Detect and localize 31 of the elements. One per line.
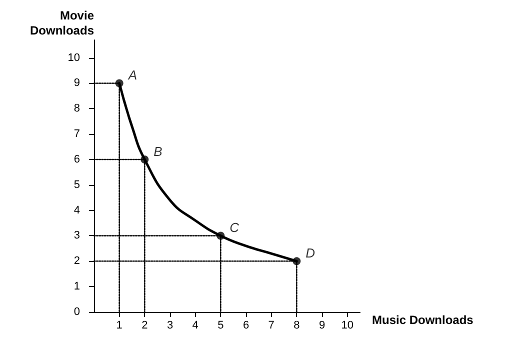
x-axis-title: Music Downloads xyxy=(372,313,474,327)
point xyxy=(292,257,301,266)
y-tick-label: 1 xyxy=(74,280,80,293)
x-tick-label: 2 xyxy=(142,320,148,332)
point xyxy=(140,155,149,164)
y-tick-label: 6 xyxy=(74,153,80,166)
y-tick-label: 4 xyxy=(74,204,80,216)
y-tick-label: 5 xyxy=(74,178,80,191)
y-tick-label: 10 xyxy=(68,52,80,64)
y-tick-label: 3 xyxy=(74,230,80,242)
x-tick-label: 1 xyxy=(116,320,122,332)
x-tick-label: 3 xyxy=(166,320,174,332)
y-axis-title: Movie Downloads xyxy=(30,8,94,38)
annotation: A xyxy=(127,68,138,83)
y-tick-label: 7 xyxy=(74,128,80,140)
y-tick-label: 8 xyxy=(74,102,80,115)
x-tick-label: 9 xyxy=(318,320,326,332)
point xyxy=(115,79,124,88)
x-tick-label: 8 xyxy=(294,320,300,332)
y-tick-label: 0 xyxy=(74,306,80,318)
x-tick-label: 5 xyxy=(218,320,224,332)
x-tick-label: 4 xyxy=(192,320,198,332)
x-tick-label: 6 xyxy=(242,320,250,332)
y-tick-label: 9 xyxy=(74,77,80,90)
x-tick-label: 7 xyxy=(268,320,274,332)
point xyxy=(216,232,225,240)
annotation: C xyxy=(230,220,240,236)
x-tick-label: 10 xyxy=(341,320,354,332)
y-tick-label: 2 xyxy=(74,255,80,268)
annotation: B xyxy=(154,144,163,159)
annotation: D xyxy=(306,246,316,261)
